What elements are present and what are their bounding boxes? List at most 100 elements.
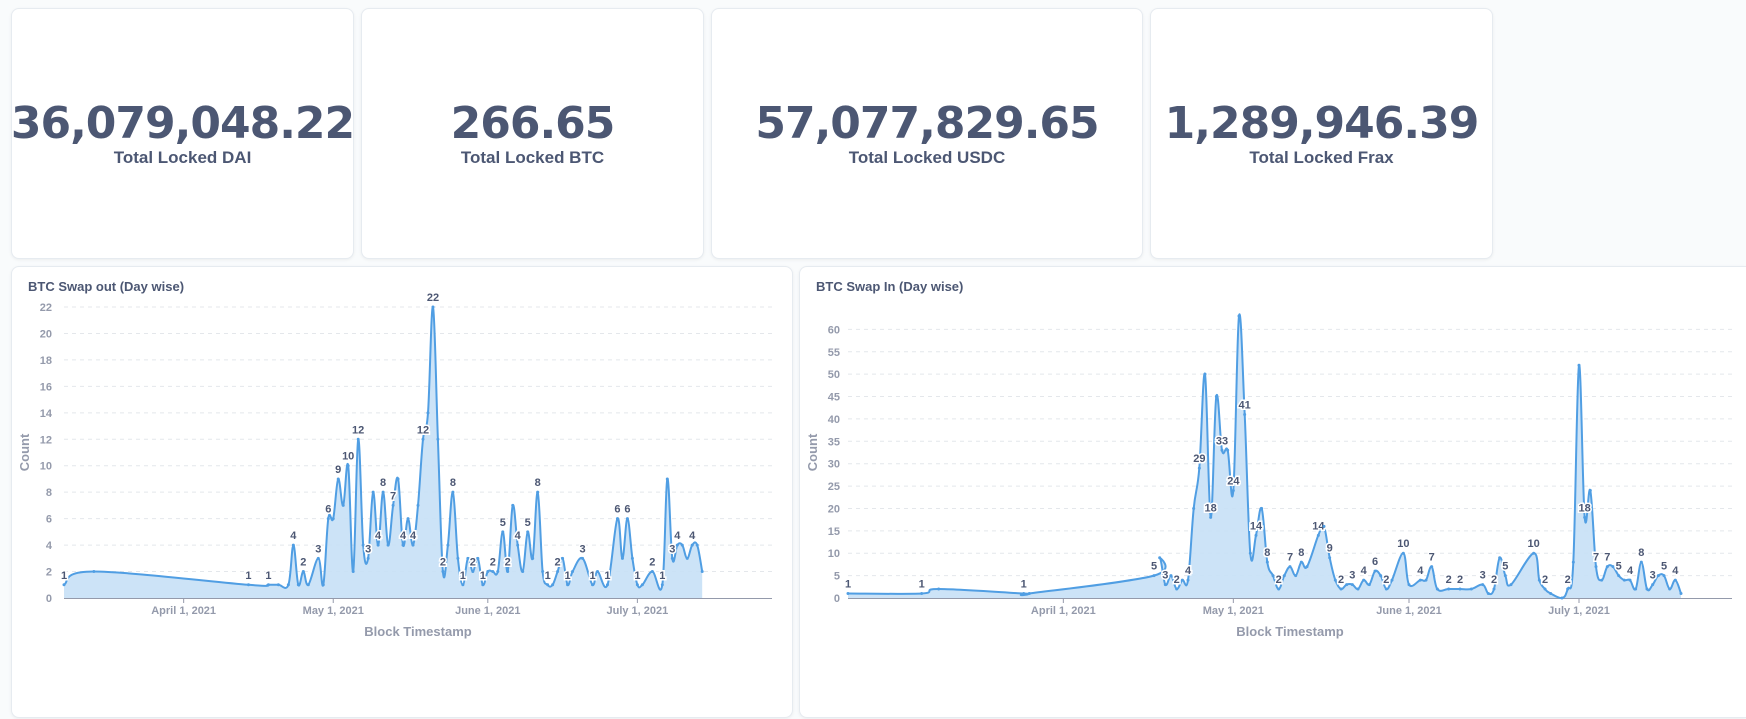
data-point[interactable] — [1192, 506, 1196, 510]
data-point[interactable] — [695, 543, 699, 547]
data-point[interactable] — [276, 583, 280, 587]
data-point[interactable] — [675, 543, 679, 547]
data-point[interactable] — [1271, 574, 1275, 578]
data-point[interactable] — [591, 583, 595, 587]
data-point[interactable] — [1645, 587, 1649, 591]
data-point[interactable] — [446, 543, 450, 547]
data-point[interactable] — [306, 583, 310, 587]
data-point[interactable] — [1243, 412, 1247, 416]
data-point[interactable] — [506, 570, 510, 574]
data-point[interactable] — [1027, 592, 1031, 596]
data-point[interactable] — [1486, 592, 1490, 596]
data-point[interactable] — [401, 543, 405, 547]
data-point[interactable] — [1611, 565, 1615, 569]
data-point[interactable] — [1605, 565, 1609, 569]
data-point[interactable] — [316, 556, 320, 560]
data-point[interactable] — [1424, 578, 1428, 582]
data-point[interactable] — [366, 556, 370, 560]
data-point[interactable] — [1265, 560, 1269, 564]
data-point[interactable] — [1231, 489, 1235, 493]
data-point[interactable] — [620, 556, 624, 560]
data-point[interactable] — [1390, 578, 1394, 582]
data-point[interactable] — [321, 583, 325, 587]
data-point[interactable] — [516, 543, 520, 547]
data-point[interactable] — [396, 477, 400, 481]
data-point[interactable] — [526, 530, 530, 534]
data-point[interactable] — [501, 530, 505, 534]
data-point[interactable] — [466, 556, 470, 560]
series-line[interactable] — [847, 313, 1682, 600]
data-point[interactable] — [561, 556, 565, 560]
data-point[interactable] — [1226, 448, 1230, 452]
data-point[interactable] — [1305, 565, 1309, 569]
data-point[interactable] — [1248, 551, 1252, 555]
data-point[interactable] — [1628, 578, 1632, 582]
data-point[interactable] — [266, 583, 270, 587]
data-point[interactable] — [1639, 560, 1643, 564]
data-point[interactable] — [296, 583, 300, 587]
data-point[interactable] — [286, 583, 290, 587]
data-point[interactable] — [685, 556, 689, 560]
data-point[interactable] — [1288, 565, 1292, 569]
data-point[interactable] — [605, 583, 609, 587]
data-point[interactable] — [1175, 587, 1179, 591]
data-point[interactable] — [1384, 587, 1388, 591]
data-point[interactable] — [1401, 551, 1405, 555]
data-point[interactable] — [1197, 466, 1201, 470]
data-point[interactable] — [496, 570, 500, 574]
data-point[interactable] — [1362, 578, 1366, 582]
data-point[interactable] — [1350, 583, 1354, 587]
data-point[interactable] — [1588, 489, 1592, 493]
data-point[interactable] — [441, 570, 445, 574]
data-point[interactable] — [1679, 592, 1683, 596]
data-point[interactable] — [416, 503, 420, 507]
data-point[interactable] — [456, 556, 460, 560]
data-point[interactable] — [476, 556, 480, 560]
data-point[interactable] — [690, 543, 694, 547]
data-point[interactable] — [1237, 314, 1241, 318]
data-point[interactable] — [301, 570, 305, 574]
data-point[interactable] — [486, 570, 490, 574]
data-point[interactable] — [1356, 587, 1360, 591]
data-point[interactable] — [1339, 587, 1343, 591]
data-point[interactable] — [1180, 578, 1184, 582]
data-point[interactable] — [1662, 574, 1666, 578]
data-point[interactable] — [920, 592, 924, 596]
data-point[interactable] — [1152, 574, 1156, 578]
data-point[interactable] — [571, 570, 575, 574]
data-point[interactable] — [630, 556, 634, 560]
data-point[interactable] — [431, 305, 435, 309]
data-point[interactable] — [291, 543, 295, 547]
data-point[interactable] — [1316, 533, 1320, 537]
data-point[interactable] — [1203, 372, 1207, 376]
data-point[interactable] — [1254, 533, 1258, 537]
data-point[interactable] — [1435, 587, 1439, 591]
data-point[interactable] — [1022, 592, 1026, 596]
data-point[interactable] — [1577, 363, 1581, 367]
data-point[interactable] — [521, 570, 525, 574]
data-point[interactable] — [511, 503, 515, 507]
metric-card-usdc[interactable]: 57,077,829.65 Total Locked USDC — [711, 8, 1143, 259]
chart-card-swap-out[interactable]: BTC Swap out (Day wise) 0 2 4 6 8 10 12 14 16 18 2… — [11, 266, 793, 718]
metric-card-frax[interactable]: 1,289,946.39 Total Locked Frax — [1150, 8, 1493, 259]
data-point[interactable] — [1379, 574, 1383, 578]
data-point[interactable] — [1549, 592, 1553, 596]
data-point[interactable] — [556, 570, 560, 574]
data-point[interactable] — [406, 517, 410, 521]
data-point[interactable] — [937, 587, 941, 591]
data-point[interactable] — [331, 517, 335, 521]
data-point[interactable] — [566, 583, 570, 587]
metric-card-btc[interactable]: 266.65 Total Locked BTC — [361, 8, 704, 259]
data-point[interactable] — [1532, 551, 1536, 555]
data-point[interactable] — [436, 437, 440, 441]
data-point[interactable] — [846, 592, 850, 596]
data-point[interactable] — [326, 517, 330, 521]
data-point[interactable] — [491, 570, 495, 574]
data-point[interactable] — [536, 490, 540, 494]
data-point[interactable] — [1634, 587, 1638, 591]
data-point[interactable] — [381, 490, 385, 494]
data-point[interactable] — [665, 477, 669, 481]
data-point[interactable] — [595, 570, 599, 574]
data-point[interactable] — [650, 570, 654, 574]
data-point[interactable] — [386, 543, 390, 547]
